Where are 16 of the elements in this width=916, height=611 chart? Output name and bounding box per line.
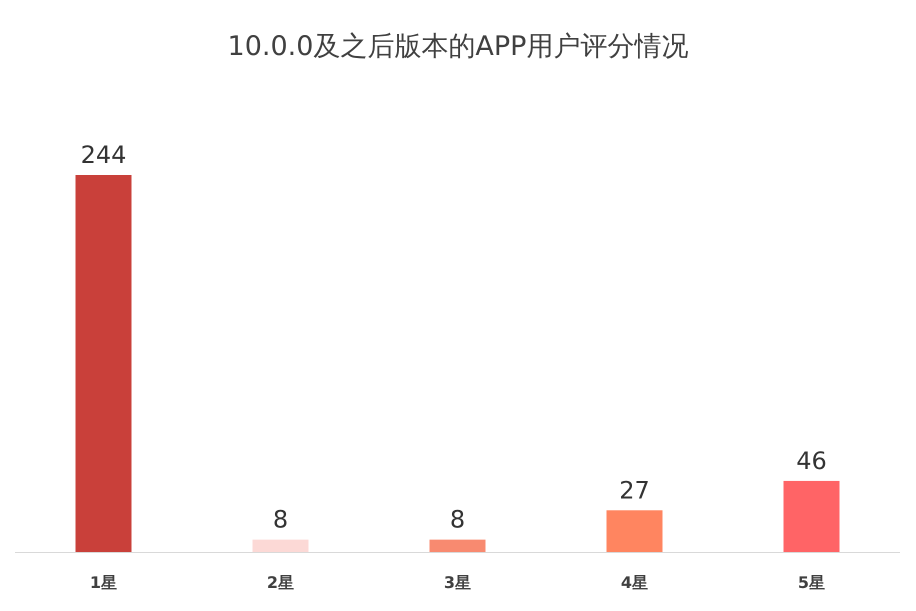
bar — [430, 540, 486, 552]
x-tick-label: 3星 — [444, 573, 472, 592]
bar — [252, 540, 308, 552]
data-label: 46 — [796, 446, 827, 475]
bar — [76, 175, 132, 552]
data-label: 244 — [80, 141, 126, 169]
data-label: 27 — [619, 476, 650, 504]
bar — [606, 510, 662, 552]
x-tick-label: 2星 — [266, 573, 294, 592]
x-tick-label: 1星 — [90, 573, 118, 592]
x-tick-label: 4星 — [620, 573, 648, 592]
data-label: 8 — [450, 506, 466, 534]
chart-title: 10.0.0及之后版本的APP用户评分情况 — [228, 31, 688, 62]
data-label: 8 — [272, 506, 288, 534]
x-tick-label: 5星 — [798, 573, 826, 592]
bar — [784, 480, 840, 552]
